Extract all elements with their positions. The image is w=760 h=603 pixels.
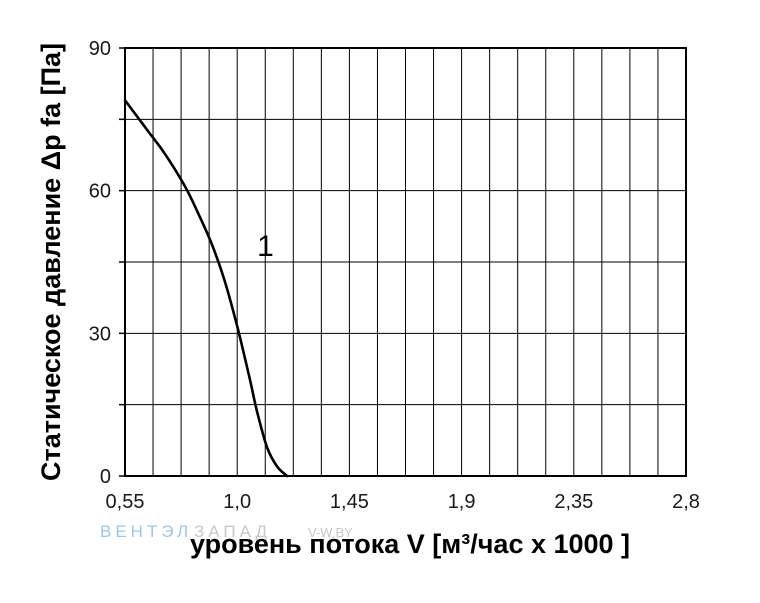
series-1-line xyxy=(123,99,289,478)
x-tick-label: 2,35 xyxy=(554,491,593,513)
horizontal-gridlines xyxy=(119,47,686,477)
watermark-part-3: V-W.BY xyxy=(308,525,353,540)
watermark-part-2: ЗАПАД xyxy=(194,522,271,541)
y-tick-label: 90 xyxy=(89,38,111,60)
plot-area-frame xyxy=(124,47,687,477)
watermark-part-1: ВЕНТЭЛ xyxy=(100,522,192,541)
x-tick-label: 1,0 xyxy=(223,491,251,513)
x-axis-tick-labels: 0,55 1,0 1,45 1,9 2,35 2,8 xyxy=(106,491,700,513)
y-axis-title: Статическое давление Δp fa [Па] xyxy=(36,43,66,481)
x-tick-label: 0,55 xyxy=(106,491,145,513)
x-tick-label: 1,45 xyxy=(330,491,369,513)
y-tick-label: 60 xyxy=(89,181,111,203)
curve-1-label: 1 xyxy=(257,230,274,263)
y-axis-tick-labels: 0 30 60 90 xyxy=(89,38,111,488)
x-tick-label: 1,9 xyxy=(448,491,476,513)
y-tick-label: 0 xyxy=(100,466,111,488)
x-axis-title: уровень потока V [м³/час x 1000 ] xyxy=(190,529,630,559)
y-tick-label: 30 xyxy=(89,323,111,345)
x-tick-label: 2,8 xyxy=(672,491,700,513)
